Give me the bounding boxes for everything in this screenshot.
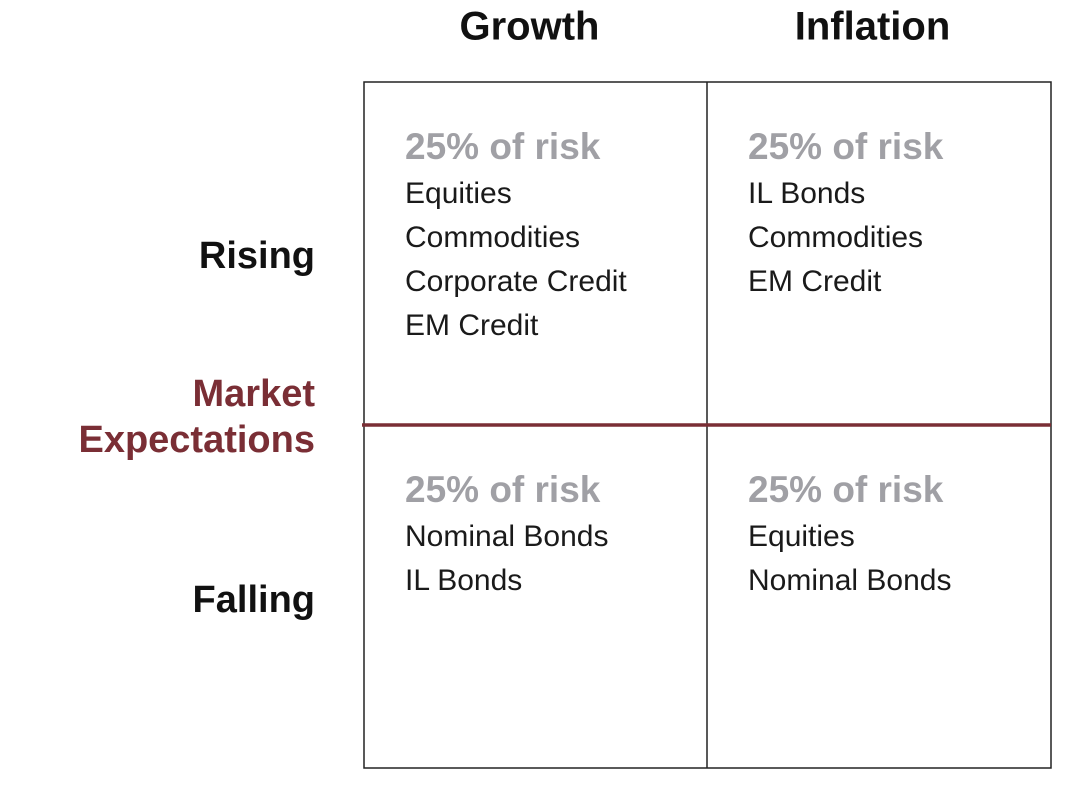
cell-item: Commodities [405, 221, 580, 254]
axis-label: Expectations [78, 419, 315, 461]
cell-heading: 25% of risk [405, 469, 601, 510]
axis-label: Market [193, 373, 316, 415]
cell-item: Equities [748, 520, 855, 553]
cell-item: IL Bonds [748, 177, 865, 210]
row-header: Falling [193, 579, 315, 621]
cell-item: Nominal Bonds [405, 520, 608, 553]
column-header: Growth [460, 5, 600, 49]
cell-item: EM Credit [405, 309, 539, 342]
column-header: Inflation [795, 5, 951, 49]
cell-item: IL Bonds [405, 564, 522, 597]
cell-heading: 25% of risk [748, 469, 944, 510]
cell-item: Nominal Bonds [748, 564, 951, 597]
cell-heading: 25% of risk [748, 126, 944, 167]
cell-item: Commodities [748, 221, 923, 254]
cell-heading: 25% of risk [405, 126, 601, 167]
cell-item: Equities [405, 177, 512, 210]
cell-item: Corporate Credit [405, 265, 627, 298]
row-header: Rising [199, 235, 315, 277]
cell-item: EM Credit [748, 265, 882, 298]
